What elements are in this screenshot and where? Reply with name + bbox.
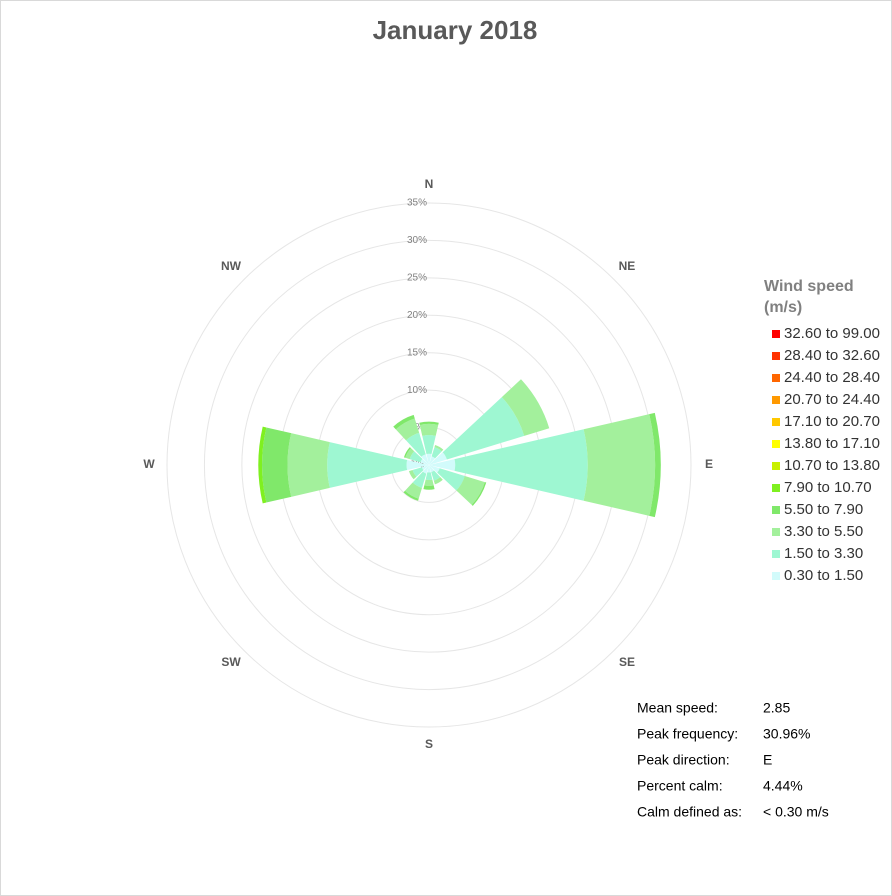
stat-label: Peak frequency: [637, 726, 738, 742]
petal-segment [405, 448, 415, 460]
compass-label: E [705, 457, 713, 471]
compass-label: SW [221, 655, 241, 669]
legend-swatch [772, 550, 780, 558]
compass-label: NW [221, 259, 242, 273]
petal-segment [429, 456, 436, 465]
petal-segment [327, 442, 408, 488]
petal-segment [433, 477, 443, 485]
legend-label: 0.30 to 1.50 [784, 567, 863, 584]
petal-segment [426, 453, 432, 465]
r-tick-label: 35% [407, 198, 427, 209]
legend-label: 13.80 to 17.10 [784, 435, 880, 452]
legend-swatch [772, 374, 780, 382]
legend-label: 28.40 to 32.60 [784, 347, 880, 364]
petal-segment [429, 459, 456, 471]
petal-segment [408, 470, 417, 480]
petal-segment [471, 482, 487, 506]
petal-segment [431, 447, 442, 459]
petal-segment [403, 447, 411, 458]
compass-label: NE [619, 259, 636, 273]
legend-label: 1.50 to 3.30 [784, 545, 863, 562]
petal-segment [420, 458, 429, 465]
legend-swatch [772, 484, 780, 492]
petal-segment [429, 465, 435, 473]
compass-label: W [143, 457, 155, 471]
petal-segment [454, 429, 588, 501]
r-tick-label: 10% [407, 385, 427, 396]
legend-swatch [772, 396, 780, 404]
petal-segment [423, 485, 435, 490]
petal-segment [421, 465, 429, 471]
petal-segment [395, 418, 420, 441]
stat-value: 2.85 [763, 700, 790, 716]
legend-swatch [772, 506, 780, 514]
petal-segment [419, 423, 439, 436]
petal-segment [409, 451, 423, 463]
petal-segment [258, 426, 267, 504]
r-tick-label: 25% [407, 272, 427, 283]
compass-label: N [425, 177, 434, 191]
legend-label: 3.30 to 5.50 [784, 523, 863, 540]
grid-circle [166, 202, 692, 728]
stat-value: E [763, 752, 772, 768]
stat-value: 30.96% [763, 726, 810, 742]
stat-label: Mean speed: [637, 700, 718, 716]
petal-segment [437, 468, 465, 491]
petal-segment [442, 397, 525, 460]
legend-label: 7.90 to 10.70 [784, 479, 872, 496]
petal-segment [429, 452, 447, 465]
legend-swatch [772, 440, 780, 448]
petal-segment [649, 412, 661, 518]
legend-title: Wind speed [764, 278, 854, 295]
stat-label: Percent calm: [637, 778, 723, 794]
petal-segment [421, 454, 429, 465]
legend-swatch [772, 330, 780, 338]
r-tick-label: 15% [407, 347, 427, 358]
petal-segment [419, 421, 439, 425]
petal-segment [405, 482, 422, 499]
petal-segment [583, 414, 656, 516]
legend-label: 5.50 to 7.90 [784, 501, 863, 518]
petal-segment [429, 465, 440, 473]
petal-segment [431, 470, 441, 481]
petal-segment [456, 475, 485, 505]
stat-label: Calm defined as: [637, 804, 742, 820]
legend-label: 17.10 to 20.70 [784, 413, 880, 430]
petal-segment [427, 465, 431, 473]
stat-value: < 0.30 m/s [763, 804, 829, 820]
legend-label: 32.60 to 99.00 [784, 325, 880, 342]
petal-segment [262, 427, 292, 503]
chart-title: January 2018 [373, 15, 538, 45]
legend-swatch [772, 418, 780, 426]
petal-segment [403, 490, 419, 501]
compass-label: S [425, 737, 433, 751]
compass-label: SE [619, 655, 635, 669]
r-tick-label: 30% [407, 235, 427, 246]
petal-segment [287, 433, 330, 497]
legend-swatch [772, 462, 780, 470]
petal-segment [425, 472, 433, 480]
petal-segment [424, 479, 434, 486]
legend-swatch [772, 572, 780, 580]
legend-swatch [772, 528, 780, 536]
stat-value: 4.44% [763, 778, 803, 794]
legend-swatch [772, 352, 780, 360]
petal-segment [393, 414, 415, 430]
petal-segment [406, 432, 426, 457]
legend-title: (m/s) [764, 299, 802, 316]
legend-label: 10.70 to 13.80 [784, 457, 880, 474]
petal-segment [422, 465, 429, 474]
petal-segment [422, 435, 436, 455]
petal-segment [406, 459, 429, 471]
petal-segment [434, 444, 444, 452]
r-tick-label: 20% [407, 310, 427, 321]
petal-segment [412, 471, 427, 488]
stat-label: Peak direction: [637, 752, 730, 768]
petal-segment [501, 379, 550, 436]
legend-label: 20.70 to 24.40 [784, 391, 880, 408]
legend-label: 24.40 to 28.40 [784, 369, 880, 386]
petal-segment [412, 467, 424, 477]
